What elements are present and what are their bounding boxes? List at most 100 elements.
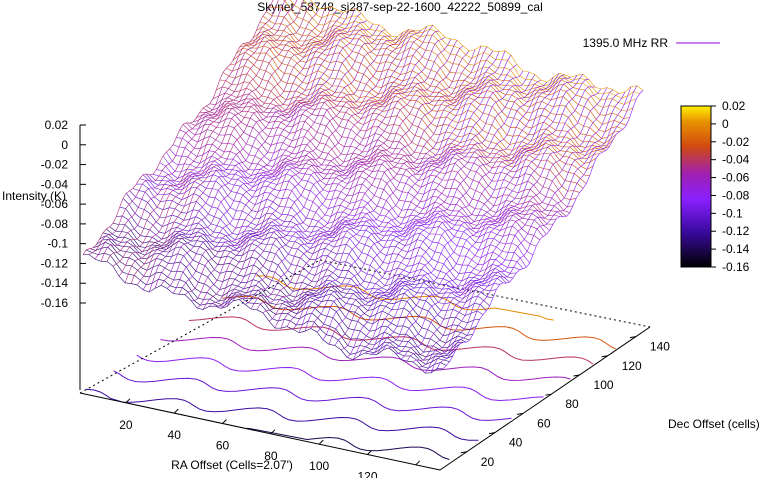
mesh-line — [269, 6, 630, 119]
y-tick-mark — [517, 412, 524, 415]
mesh-line — [334, 74, 536, 346]
x-tick-label: 40 — [168, 428, 182, 442]
mesh-line — [346, 81, 548, 358]
mesh-line — [352, 77, 554, 360]
mesh-line — [430, 86, 632, 373]
colorbar-ticks: 0.02 0 -0.02 -0.04 -0.06 -0.08 -0.1 -0.12 -0.14 -… — [711, 99, 750, 274]
mesh-line — [220, 30, 422, 309]
mesh-line — [202, 31, 404, 310]
colorbar: 0.02 0 -0.02 -0.04 -0.06 -0.08 -0.1 -0.12 -0.14 -… — [680, 99, 750, 274]
mesh-line — [124, 8, 326, 283]
mesh-line — [376, 75, 578, 355]
mesh-line — [88, 0, 279, 255]
y-axis-line — [439, 326, 651, 471]
mesh-line — [102, 232, 464, 353]
x-tick-mark — [270, 429, 276, 435]
mesh-line — [112, 2, 314, 267]
mesh-line — [388, 79, 590, 349]
z-tick-label: -0.02 — [41, 158, 69, 172]
mesh-line — [130, 6, 332, 284]
mesh-line — [340, 79, 542, 351]
colorbar-tick-label: 0 — [722, 117, 729, 131]
y-tick-label: 80 — [565, 397, 579, 411]
y-tick-mark — [629, 336, 636, 339]
mesh-line — [310, 54, 512, 329]
mesh-line — [328, 71, 530, 345]
mesh-line — [142, 12, 344, 290]
z-axis: 0.02 0 -0.02 -0.04 -0.06 -0.08 -0.1 -0.12 -0.14 -… — [41, 118, 86, 390]
mesh-line — [232, 25, 434, 301]
legend: 1395.0 MHz RR — [583, 36, 720, 50]
colorbar-tick-label: 0.02 — [722, 99, 746, 113]
x-tick-mark — [367, 450, 372, 455]
mesh-line — [406, 87, 608, 362]
x-tick-label: 100 — [309, 459, 329, 473]
y-tick-label: 100 — [594, 378, 614, 392]
mesh-line — [99, 235, 460, 355]
mesh-line — [250, 38, 452, 310]
mesh-line — [268, 50, 470, 322]
mesh-line — [322, 70, 524, 341]
mesh-line — [304, 50, 506, 332]
base-axes — [79, 259, 651, 471]
mesh-line — [160, 12, 362, 286]
colorbar-tick-label: -0.1 — [722, 206, 743, 220]
y-tick-label: 140 — [650, 340, 670, 354]
legend-label: 1395.0 MHz RR — [583, 36, 669, 50]
surface-mesh — [82, 0, 644, 374]
z-tick-label: -0.1 — [47, 237, 68, 251]
mesh-line — [82, 0, 274, 255]
mesh-line — [246, 36, 607, 153]
z-tick-label: -0.08 — [41, 217, 69, 231]
y-tick-label: 60 — [537, 416, 551, 430]
mesh-line — [196, 36, 398, 309]
mesh-line — [424, 91, 626, 374]
mesh-line — [274, 49, 476, 329]
z-tick-label: -0.14 — [41, 276, 69, 290]
x-tick-mark — [318, 439, 324, 445]
y-tick-mark — [573, 374, 580, 377]
mesh-line — [106, 0, 305, 262]
y-tick-mark — [460, 451, 467, 454]
y-axis-ticks: 20 40 60 80 100 120 140 — [460, 336, 670, 469]
mesh-line — [436, 85, 638, 369]
mesh-line — [298, 51, 500, 333]
mesh-line — [94, 0, 287, 260]
chart-title: Skynet_58748_sj287-sep-22-1600_42222_508… — [257, 0, 543, 14]
mesh-line — [292, 50, 494, 330]
mesh-line — [238, 30, 440, 300]
mesh-line — [208, 29, 410, 307]
mesh-line — [244, 37, 446, 305]
colorbar-tick-label: -0.08 — [722, 188, 750, 202]
contour-line — [136, 354, 544, 402]
mesh-line — [256, 39, 458, 310]
y-tick-label: 40 — [509, 436, 523, 450]
mesh-line — [412, 89, 614, 363]
mesh-line — [215, 30, 416, 307]
x-tick-label: 60 — [216, 438, 230, 452]
x-tick-label: 20 — [119, 418, 133, 432]
colorbar-tick-label: -0.06 — [722, 171, 750, 185]
mesh-line — [262, 45, 464, 314]
mesh-line — [289, 0, 637, 105]
y-tick-label: 120 — [622, 359, 642, 373]
mesh-line — [370, 76, 572, 355]
y-axis-label: Dec Offset (cells) — [668, 417, 760, 431]
mesh-line — [286, 46, 488, 327]
y-tick-mark — [601, 355, 608, 358]
mesh-line — [394, 86, 596, 354]
mesh-line — [418, 93, 620, 368]
x-axis-label: RA Offset (Cells=2.07') — [171, 458, 293, 472]
mesh-line — [172, 23, 374, 294]
mesh-line — [166, 151, 527, 268]
mesh-line — [400, 88, 602, 360]
x-tick-mark — [125, 398, 131, 404]
x-axis-line — [79, 392, 441, 471]
x-tick-mark — [222, 419, 227, 424]
y-tick-mark — [545, 393, 552, 396]
mesh-line — [226, 25, 428, 307]
contour-line — [85, 388, 479, 441]
z-tick-label: -0.06 — [41, 197, 69, 211]
x-tick-label: 120 — [358, 469, 378, 478]
